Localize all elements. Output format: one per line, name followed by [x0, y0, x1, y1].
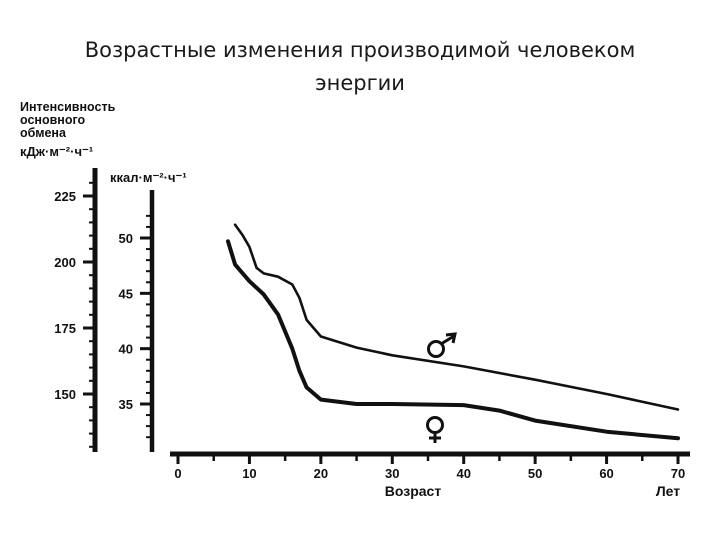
- x-tick-label: 50: [528, 466, 542, 481]
- x-tick-label: 60: [599, 466, 613, 481]
- kcal-minor-ticks: [146, 214, 152, 439]
- slide-title-line-2: энергии: [315, 71, 405, 95]
- x-tick-label: 70: [671, 466, 685, 481]
- kj-tick-label: 225: [54, 189, 76, 204]
- series-layer: [226, 223, 680, 441]
- kj-tick-label: 175: [54, 321, 76, 336]
- kj-tick-label: 150: [54, 387, 76, 402]
- kj-axis-label-line-3: обмена: [20, 126, 67, 140]
- x-tick-label: 40: [456, 466, 470, 481]
- kj-minor-ticks: [89, 181, 95, 448]
- x-minor-ticks: [212, 454, 644, 461]
- kcal-ticks: 35 40 45 50: [119, 231, 152, 412]
- x-tick-label: 10: [242, 466, 256, 481]
- x-axis-unit: Лет: [656, 483, 680, 499]
- series-female-line: [226, 239, 680, 441]
- slide-title-line-1: Возрастные изменения производимой челове…: [84, 38, 636, 62]
- x-tick-label: 0: [174, 466, 181, 481]
- kj-axis-unit: кДж·м⁻²·ч⁻¹: [20, 144, 93, 159]
- kcal-axis-unit: ккал·м⁻²·ч⁻¹: [110, 170, 187, 185]
- kcal-tick-label: 35: [119, 397, 133, 412]
- male-symbol: [427, 332, 457, 358]
- kj-axis-label: Интенсивность основного обмена кДж·м⁻²·ч…: [20, 100, 116, 159]
- kcal-tick-label: 50: [119, 231, 133, 246]
- x-tick-label: 30: [385, 466, 399, 481]
- x-tick-label: 20: [314, 466, 328, 481]
- slide-title: Возрастные изменения производимой челове…: [0, 34, 720, 100]
- kcal-tick-label: 40: [119, 342, 133, 357]
- kcal-tick-label: 45: [119, 286, 133, 301]
- kj-axis-label-line-1: Интенсивность: [20, 100, 116, 114]
- x-ticks: 0 10 20 30 40 50 60 70: [174, 454, 685, 481]
- kj-ticks: 150 175 200 225: [54, 189, 95, 402]
- x-axis-label: Возраст: [385, 483, 442, 499]
- kj-tick-label: 200: [54, 255, 76, 270]
- female-symbol: [426, 416, 444, 443]
- kj-axis-label-line-2: основного: [20, 113, 86, 127]
- series-male-line: [233, 223, 680, 411]
